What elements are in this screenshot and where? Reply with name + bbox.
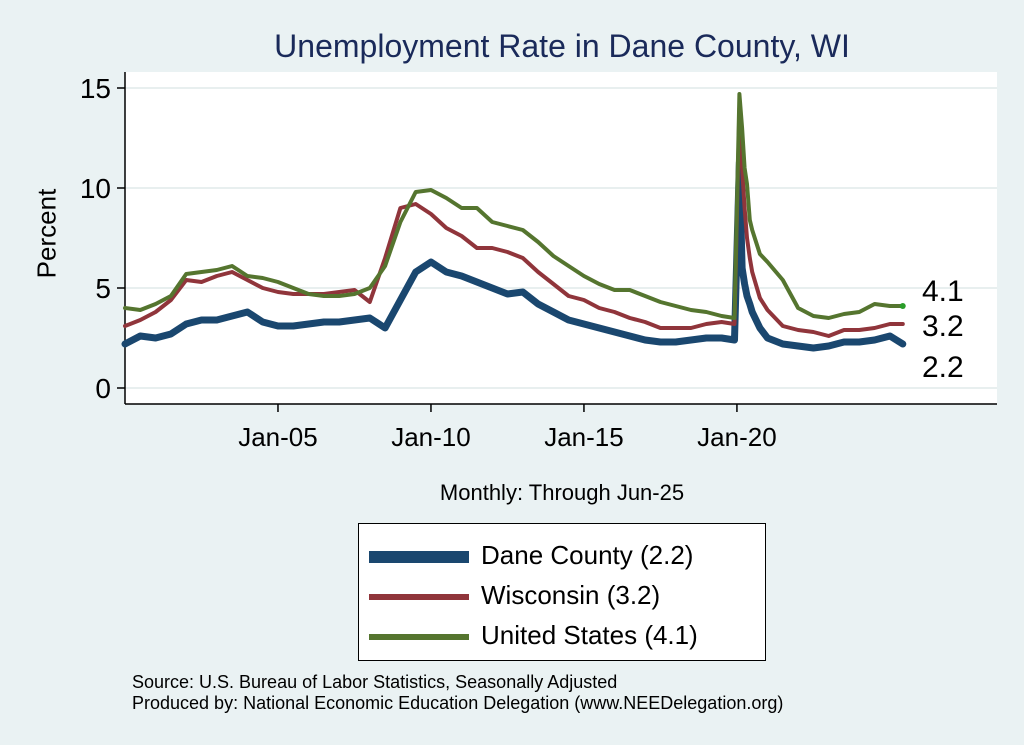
producer-line: Produced by: National Economic Education… — [132, 693, 784, 713]
legend-item-dane: Dane County (2.2) — [369, 538, 759, 576]
y-tick-label: 15 — [80, 73, 111, 104]
end-value-label: 4.1 — [922, 275, 964, 308]
legend-swatch-dane — [369, 551, 469, 563]
legend-item-us: United States (4.1) — [369, 618, 759, 656]
y-axis-label: Percent — [31, 188, 62, 279]
legend: Dane County (2.2) Wisconsin (3.2) United… — [358, 523, 766, 661]
series-line — [123, 106, 905, 338]
y-tick-label: 10 — [80, 173, 111, 204]
axes — [117, 72, 997, 412]
series-line — [121, 158, 907, 352]
chart-title: Unemployment Rate in Dane County, WI — [274, 28, 850, 64]
x-tick-label: Jan-10 — [391, 422, 471, 452]
y-tick-label: 5 — [95, 273, 111, 304]
series-lines — [121, 92, 907, 352]
plot-area — [125, 72, 997, 404]
x-tick-label: Jan-05 — [238, 422, 318, 452]
end-value-label: 2.2 — [922, 351, 964, 384]
legend-label-dane: Dane County (2.2) — [481, 540, 694, 570]
x-axis-label: Monthly: Through Jun-25 — [439, 480, 685, 505]
legend-label-wisconsin: Wisconsin (3.2) — [481, 580, 661, 610]
tick-labels: 0 5 10 15 Jan-05 Jan-10 Jan-15 Jan-20 — [80, 73, 777, 452]
legend-item-wisconsin: Wisconsin (3.2) — [369, 578, 759, 616]
series-end-point — [899, 303, 906, 309]
legend-swatch-us — [369, 634, 469, 640]
series-line — [123, 92, 905, 320]
legend-swatch-wisconsin — [369, 594, 469, 600]
end-value-label: 3.2 — [922, 310, 964, 343]
x-tick-label: Jan-15 — [544, 422, 624, 452]
x-tick-label: Jan-20 — [697, 422, 777, 452]
y-tick-label: 0 — [95, 373, 111, 404]
source-note: Source: U.S. Bureau of Labor Statistics,… — [132, 672, 783, 714]
legend-label-us: United States (4.1) — [481, 620, 698, 650]
end-labels: 4.13.2 2.2 — [922, 275, 964, 384]
source-line: Source: U.S. Bureau of Labor Statistics,… — [132, 672, 618, 692]
